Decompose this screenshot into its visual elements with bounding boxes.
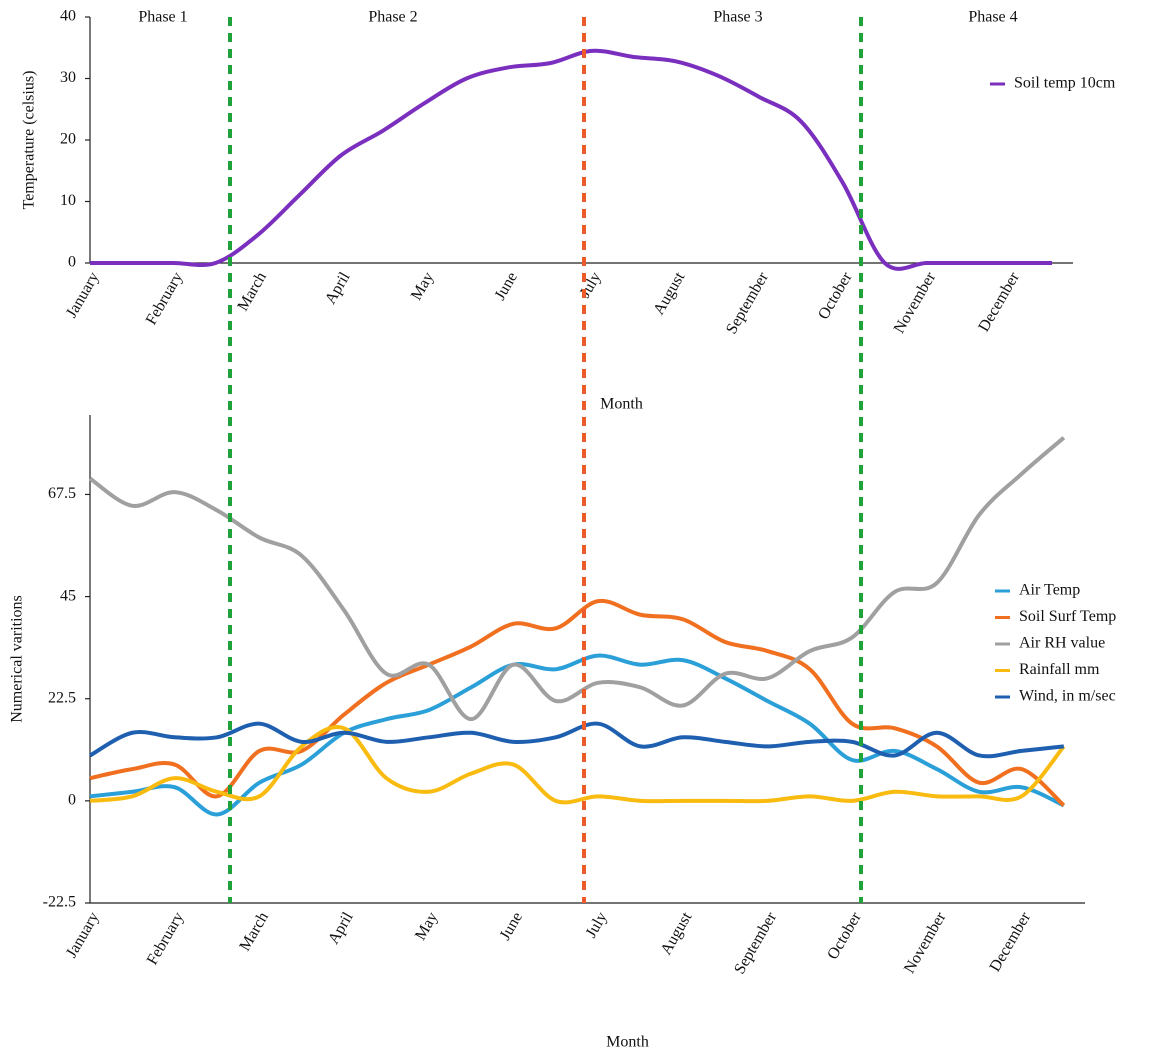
legend-label: Air Temp [1019, 582, 1080, 599]
x-tick-group: February [143, 269, 187, 328]
x-tick-group: October [824, 909, 865, 963]
x-tick-label: August [650, 269, 688, 318]
y-axis-title: Numerical varitions [9, 595, 26, 723]
x-tick-label: October [824, 909, 865, 963]
legend-label: Wind, in m/sec [1019, 688, 1116, 705]
x-tick-label: May [408, 269, 437, 303]
y-tick-label: 45 [60, 587, 76, 604]
series-line [89, 721, 1065, 759]
x-tick-label: April [322, 269, 354, 307]
x-tick-label: November [901, 909, 950, 977]
y-tick-label: 20 [60, 131, 76, 148]
x-tick-label: July [577, 269, 605, 301]
x-tick-group: September [731, 909, 780, 977]
x-tick-label: July [583, 909, 611, 941]
legend-label: Soil Surf Temp [1019, 608, 1116, 625]
x-tick-group: January [63, 909, 103, 961]
phase-label: Phase 3 [713, 9, 762, 26]
x-tick-label: March [236, 909, 272, 954]
series-line [89, 725, 1066, 805]
x-tick-label: April [325, 909, 357, 947]
x-tick-group: August [650, 269, 688, 318]
charts: 0 10 20 30 40 January February March April May Jun… [9, 8, 1117, 1051]
x-tick-group: July [583, 909, 611, 941]
legend-label: Soil temp 10cm [1014, 75, 1116, 92]
x-tick-group: December [975, 269, 1023, 335]
y-tick-label: 0 [68, 792, 76, 809]
x-tick-group: January [63, 269, 103, 321]
y-tick-label: 67.5 [48, 485, 76, 502]
x-tick-group: March [236, 909, 272, 954]
x-tick-group: November [901, 909, 950, 977]
x-tick-group: June [497, 909, 526, 943]
x-tick-label: January [63, 909, 103, 961]
x-tick-label: June [492, 269, 521, 303]
x-tick-group: September [723, 269, 772, 337]
series-line [88, 436, 1066, 722]
x-tick-label: November [891, 269, 940, 337]
legend-label: Air RH value [1019, 635, 1105, 652]
x-tick-group: May [408, 269, 437, 303]
x-axis-title: Month [606, 1034, 649, 1051]
x-tick-group: March [234, 269, 270, 314]
x-tick-group: November [891, 269, 940, 337]
y-tick-label: 30 [60, 69, 76, 86]
y-tick-label: 0 [68, 254, 76, 271]
x-tick-group: July [577, 269, 605, 301]
x-tick-label: September [731, 909, 780, 977]
y-axis-title: Temperature (celsius) [21, 71, 38, 210]
series-line [89, 653, 1065, 817]
y-tick-label: 10 [60, 192, 76, 209]
x-tick-label: September [723, 269, 772, 337]
x-tick-group: April [325, 909, 357, 947]
x-tick-group: May [412, 909, 441, 943]
y-tick-label: 22.5 [48, 689, 76, 706]
x-tick-group: October [815, 269, 856, 323]
x-tick-label: December [975, 269, 1023, 335]
series-line [89, 598, 1066, 807]
x-tick-group: June [492, 269, 521, 303]
x-tick-label: February [144, 909, 188, 968]
x-tick-label: January [63, 269, 103, 321]
x-tick-label: February [143, 269, 187, 328]
x-tick-group: April [322, 269, 354, 307]
x-tick-group: August [658, 909, 696, 958]
phase-label: Phase 2 [368, 9, 417, 26]
x-tick-label: December [987, 909, 1035, 975]
x-tick-label: August [658, 909, 696, 958]
x-tick-label: October [815, 269, 856, 323]
x-tick-group: February [144, 909, 188, 968]
y-tick-label: -22.5 [43, 894, 76, 911]
series-line [90, 48, 1053, 271]
x-tick-label: June [497, 909, 526, 943]
y-tick-label: 40 [60, 8, 76, 25]
phase-label: Phase 1 [138, 9, 187, 26]
x-tick-group: December [987, 909, 1035, 975]
x-tick-label: March [234, 269, 270, 314]
legend-label: Rainfall mm [1019, 661, 1100, 678]
x-tick-label: May [412, 909, 441, 943]
phase-label: Phase 4 [968, 9, 1017, 26]
x-axis-title: Month [600, 396, 643, 413]
